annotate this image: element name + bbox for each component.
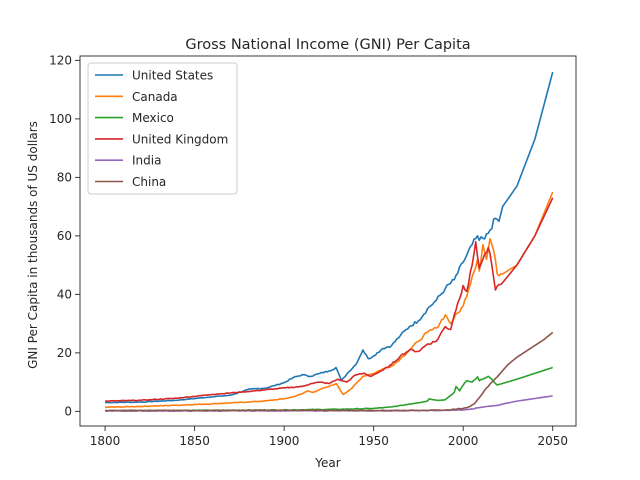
x-axis-label: Year	[314, 456, 340, 470]
legend-label-mexico: Mexico	[132, 111, 174, 125]
legend-label-united-states: United States	[132, 69, 213, 83]
axes-frame	[79, 55, 577, 427]
x-tick-label: 1850	[179, 434, 210, 448]
x-tick-label: 1800	[90, 434, 121, 448]
y-tick-label: 60	[57, 229, 72, 243]
legend-label-canada: Canada	[132, 90, 178, 104]
legend-label-united-kingdom: United Kingdom	[132, 132, 228, 146]
y-tick-label: 100	[49, 112, 72, 126]
legend-box	[87, 62, 238, 195]
series-line-united-states	[105, 71, 554, 404]
y-axis-label: GNI Per Capita in thousands of US dollar…	[26, 121, 40, 369]
y-tick-label: 0	[64, 404, 72, 418]
y-tick-label: 120	[49, 53, 72, 67]
x-tick-label: 2050	[537, 434, 568, 448]
y-tick-label: 20	[57, 346, 72, 360]
plot-area: 1800 1850 1900 1950 2000 2050 0 20 40 60 80 100 120	[49, 53, 577, 448]
legend: United States Canada Mexico United Kingdom I…	[87, 62, 238, 195]
y-tick-label: 40	[57, 287, 72, 301]
x-tick-label: 2000	[448, 434, 479, 448]
legend-label-india: India	[132, 154, 161, 168]
series-line-china	[104, 331, 554, 412]
x-tick-label: 1950	[358, 434, 389, 448]
y-tick-label: 80	[57, 170, 72, 184]
chart-title: Gross National Income (GNI) Per Capita	[185, 37, 470, 53]
series-line-united-kingdom	[105, 197, 554, 403]
x-tick-label: 1900	[269, 434, 300, 448]
legend-label-china: China	[132, 175, 166, 189]
